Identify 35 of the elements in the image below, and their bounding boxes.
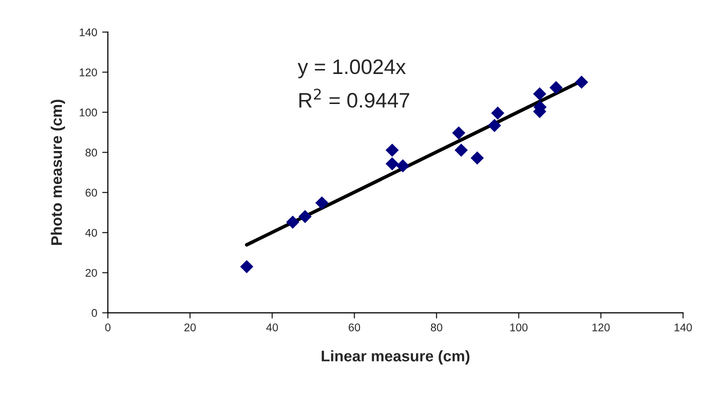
x-tick-label: 40 [266,323,278,332]
x-tick-label: 120 [592,323,610,332]
y-tick-label: 120 [80,68,97,76]
y-tick-label: 80 [86,148,97,157]
point [386,144,399,157]
point [533,87,546,100]
x-tick-label: 0 [105,323,111,332]
point [386,157,399,170]
point [491,106,504,120]
x-tick-label: 100 [510,323,528,332]
y-tick-label: 140 [80,28,97,36]
point [298,210,312,224]
y-axis-title: Photo measure (cm) [50,100,66,245]
y-tick-label: 100 [80,108,97,116]
point [396,159,410,172]
annotation: y = 1.0024x [298,59,406,78]
x-axis-title: Linear measure (cm) [322,350,470,364]
y-tick-label: 0 [92,309,97,317]
annotation: R$^{2}$ = 0.9447 [299,88,410,108]
x-tick-label: 80 [430,323,442,332]
point [286,216,300,229]
point [452,126,466,140]
point [454,144,468,157]
point [574,76,588,89]
y-tick-label: 60 [86,188,97,197]
y-tick-label: 20 [86,268,97,277]
point [470,151,484,165]
point [240,260,254,274]
y-tick-label: 40 [85,228,97,237]
point [550,81,563,94]
x-tick-label: 20 [184,323,196,332]
point [488,118,502,132]
x-tick-label: 60 [348,323,360,332]
point [315,196,328,210]
x-tick-label: 140 [674,323,692,332]
